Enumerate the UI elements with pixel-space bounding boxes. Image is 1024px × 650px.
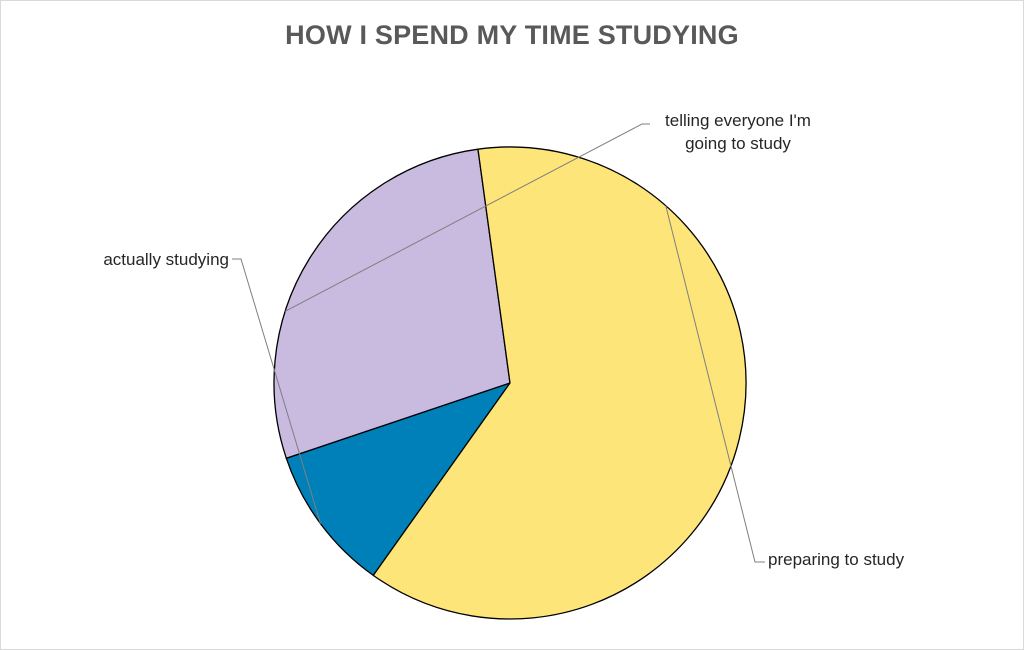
leader-line xyxy=(284,123,650,312)
slice-labels: actually studying telling everyone I'm goi… xyxy=(103,111,904,569)
pie-slice-preparing-to-study xyxy=(372,146,747,620)
leader-line xyxy=(232,258,321,524)
leader-lines xyxy=(232,123,765,563)
pie-slice-actually-studying xyxy=(285,381,512,577)
slice-label: actually studying xyxy=(103,250,229,269)
slice-label: preparing to study xyxy=(768,550,905,569)
pie-slices xyxy=(273,146,747,620)
slice-label: telling everyone I'm going to study xyxy=(665,111,811,153)
leader-line xyxy=(665,205,765,563)
pie-slice-telling-everyone-i-m-going-to-study xyxy=(273,148,511,460)
chart-title: HOW I SPEND MY TIME STUDYING xyxy=(285,20,739,50)
